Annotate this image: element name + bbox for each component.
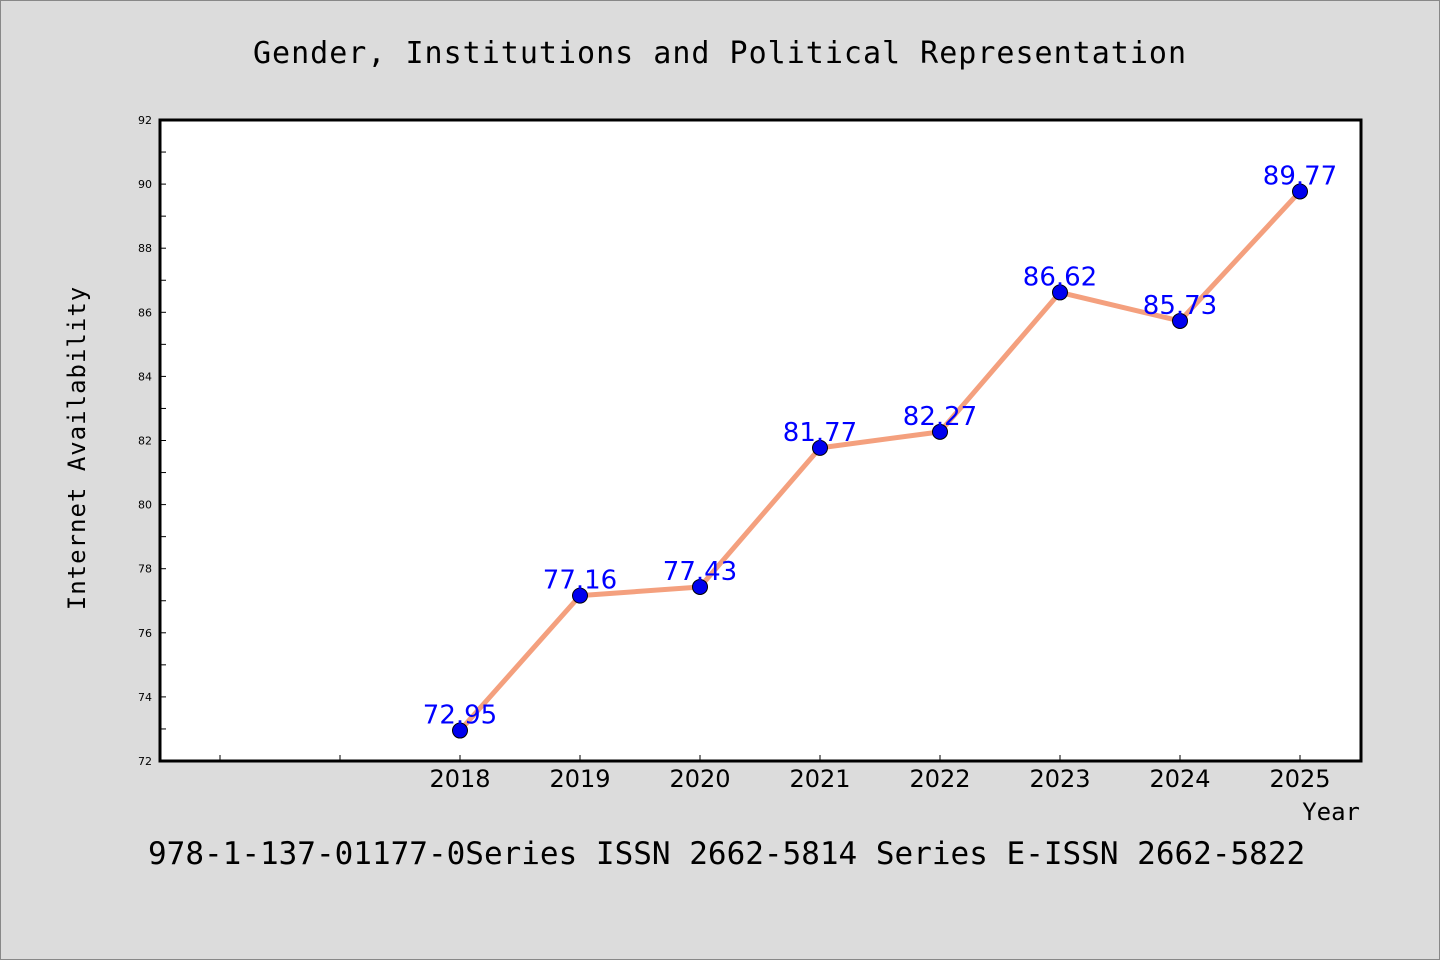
x-tick-label: 2018 xyxy=(429,765,490,793)
data-label: 77.16 xyxy=(543,566,617,596)
y-axis-label: Internet Availability xyxy=(63,286,91,610)
y-tick-label: 80 xyxy=(138,499,152,512)
series-layer xyxy=(452,183,1308,739)
x-axis-label: Year xyxy=(1302,798,1360,826)
data-labels: 72.95 77.16 77.43 81.77 82.27 86.62 85.73 89.77 xyxy=(423,161,1337,730)
x-axis: 2018 2019 2020 2021 2022 2023 2024 2025 xyxy=(219,755,1331,793)
x-tick-label: 2022 xyxy=(909,765,970,793)
x-tick-label: 2020 xyxy=(669,765,730,793)
y-tick-label: 86 xyxy=(138,306,152,319)
plot-area xyxy=(158,118,1363,763)
x-tick-label: 2021 xyxy=(789,765,850,793)
data-point xyxy=(812,439,828,456)
y-tick-label: 92 xyxy=(138,114,152,127)
data-point xyxy=(1292,183,1308,200)
y-tick-label: 74 xyxy=(138,691,152,704)
footer-text: 978-1-137-01177-0Series ISSN 2662-5814 S… xyxy=(148,836,1305,872)
y-tick-label: 90 xyxy=(138,178,152,191)
data-label: 85.73 xyxy=(1143,291,1217,321)
chart-title: Gender, Institutions and Political Repre… xyxy=(253,36,1187,71)
y-tick-label: 78 xyxy=(138,563,152,576)
y-axis: 72 74 76 78 80 82 84 86 88 90 92 xyxy=(138,114,166,768)
series-line xyxy=(457,188,1303,734)
data-label: 82.27 xyxy=(903,402,977,432)
y-tick-label: 88 xyxy=(138,242,152,255)
x-tick-label: 2025 xyxy=(1269,765,1330,793)
y-tick-label: 72 xyxy=(138,755,152,768)
data-label: 89.77 xyxy=(1263,161,1337,191)
y-tick-label: 82 xyxy=(138,435,152,448)
x-tick-label: 2019 xyxy=(549,765,610,793)
data-label: 86.62 xyxy=(1023,262,1097,292)
data-point xyxy=(452,722,468,739)
y-tick-label: 76 xyxy=(138,627,152,640)
data-label: 81.77 xyxy=(783,418,857,448)
data-point xyxy=(572,587,588,604)
data-point xyxy=(692,578,708,595)
data-point xyxy=(1052,284,1068,301)
data-label: 72.95 xyxy=(423,701,497,731)
data-label: 77.43 xyxy=(663,557,737,587)
data-point xyxy=(932,423,948,440)
x-tick-label: 2024 xyxy=(1149,765,1210,793)
data-point xyxy=(1172,312,1188,329)
y-tick-label: 84 xyxy=(138,370,152,383)
x-tick-label: 2023 xyxy=(1029,765,1090,793)
